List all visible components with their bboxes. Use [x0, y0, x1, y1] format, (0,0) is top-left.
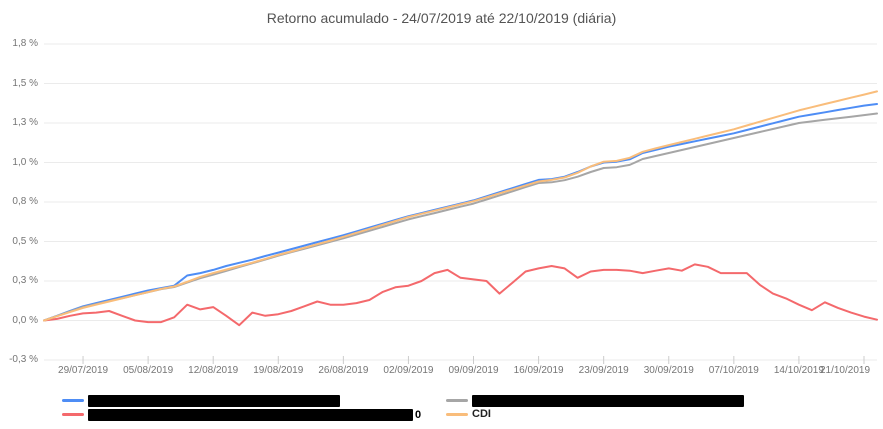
series-line-2 — [43, 263, 878, 327]
chart-title: Retorno acumulado - 24/07/2019 até 22/10… — [266, 10, 617, 26]
y-axis-label: 1,3 % — [12, 117, 38, 128]
series-2-label-leak-char: 0 — [415, 409, 422, 421]
x-axis-label: 07/10/2019 — [708, 365, 759, 376]
x-axis-label: 14/10/2019 — [773, 365, 824, 376]
y-axis-label: 0,0 % — [12, 314, 38, 326]
y-axis-label: -0,3 % — [9, 354, 38, 365]
y-axis-label: 0,3 % — [12, 275, 38, 286]
y-axis-label: 1,5 % — [12, 77, 38, 89]
series-3-line-swatch — [446, 399, 468, 402]
series-line-3 — [43, 112, 878, 322]
x-axis-label: 19/08/2019 — [253, 365, 304, 376]
y-axis-label: 0,8 % — [12, 196, 38, 207]
y-axis-label: 0,5 % — [12, 235, 38, 247]
cdi-legend-label: CDI — [472, 408, 491, 420]
x-axis-label: 23/09/2019 — [578, 365, 629, 376]
series-1-label-redacted — [88, 395, 340, 407]
series-1-line-swatch — [62, 399, 84, 402]
series-3-label-redacted — [472, 395, 744, 407]
x-axis-label: 29/07/2019 — [58, 365, 109, 376]
series-line-cdi — [43, 90, 878, 322]
x-axis-label: 21/10/2019 — [819, 365, 871, 376]
x-axis-label: 09/09/2019 — [448, 365, 499, 376]
y-axis-label: 1,8 % — [12, 38, 38, 49]
cdi-line-swatch — [446, 413, 468, 416]
x-axis-label: 30/09/2019 — [643, 365, 694, 376]
x-axis-label: 26/08/2019 — [318, 365, 369, 376]
series-2-label-redacted — [88, 409, 413, 421]
x-axis-label: 05/08/2019 — [123, 365, 174, 376]
x-axis-label: 12/08/2019 — [188, 365, 239, 376]
x-axis-label: 16/09/2019 — [513, 365, 564, 376]
y-axis-label: 1,0 % — [12, 156, 38, 168]
x-axis-label: 02/09/2019 — [383, 365, 434, 376]
series-2-line-swatch — [62, 413, 84, 416]
